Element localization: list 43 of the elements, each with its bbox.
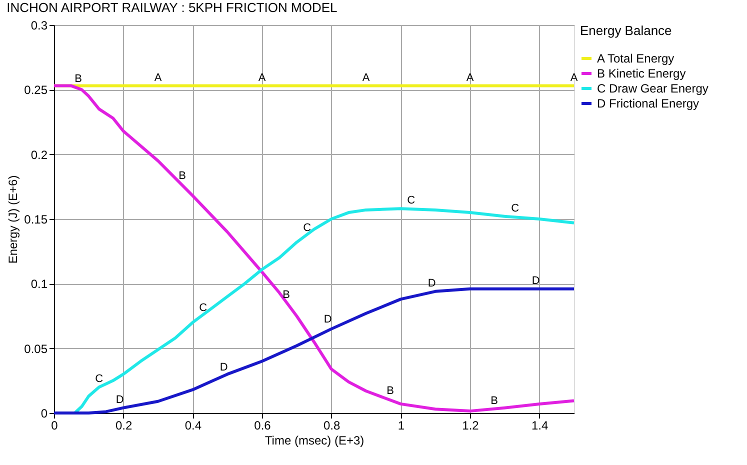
y-tick-label: 0.1 [30, 277, 48, 292]
annotation: D [532, 274, 540, 287]
annotation: C [95, 373, 104, 386]
chart-title: INCHON AIRPORT RAILWAY : 5KPH FRICTION MODEL [6, 0, 338, 15]
x-tick-label: 0.6 [254, 418, 272, 432]
legend-label: D Frictional Energy [597, 96, 700, 110]
x-tick-label: 1.4 [531, 418, 548, 432]
annotation: A [154, 72, 162, 84]
annotation: C [303, 222, 312, 234]
x-tick-label: 0.8 [323, 418, 340, 432]
annotation: D [116, 394, 124, 406]
legend-label: B Kinetic Energy [597, 66, 686, 80]
y-tick-label: 0 [40, 406, 48, 420]
annotation: B [282, 289, 290, 302]
annotation: B [74, 73, 82, 86]
x-tick-label: 1 [398, 418, 405, 432]
y-tick-label: 0.05 [24, 342, 48, 356]
legend-label: A Total Energy [597, 52, 674, 66]
x-tick-label: 0.4 [184, 418, 202, 432]
y-tick-label: 0.25 [24, 83, 48, 98]
annotation: B [178, 170, 186, 182]
annotation: B [490, 395, 498, 408]
x-tick-label: 0 [51, 418, 58, 432]
legend-label: C Draw Gear Energy [597, 82, 708, 96]
annotation: C [511, 202, 520, 214]
x-axis-title: Time (msec) (E+3) [264, 434, 364, 448]
annotation: D [428, 277, 436, 290]
annotation: A [362, 72, 370, 84]
y-tick-label: 0.3 [30, 18, 48, 32]
annotation: D [324, 314, 332, 326]
annotation: C [199, 302, 208, 314]
annotation: A [570, 72, 578, 84]
x-tick-label: 1.2 [462, 418, 480, 432]
y-tick-label: 0.15 [24, 212, 48, 226]
y-tick-label: 0.2 [30, 148, 48, 162]
annotation: A [466, 72, 474, 84]
x-tick-label: 0.2 [115, 418, 132, 432]
annotation: D [220, 361, 228, 374]
legend-title: Energy Balance [580, 23, 672, 38]
annotation: A [258, 72, 266, 84]
annotation: C [407, 194, 416, 207]
y-axis-title: Energy (J) (E+6) [6, 175, 20, 264]
annotation: B [386, 384, 394, 397]
